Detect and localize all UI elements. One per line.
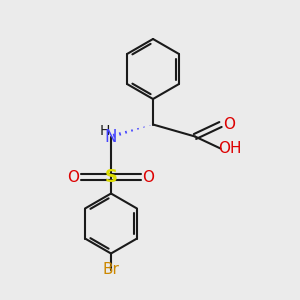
- Text: Br: Br: [103, 262, 119, 278]
- Text: S: S: [104, 168, 118, 186]
- Text: O: O: [142, 169, 154, 184]
- Text: N: N: [105, 128, 117, 146]
- Text: H: H: [99, 124, 110, 138]
- Text: OH: OH: [218, 141, 241, 156]
- Text: O: O: [68, 169, 80, 184]
- Text: O: O: [224, 117, 236, 132]
